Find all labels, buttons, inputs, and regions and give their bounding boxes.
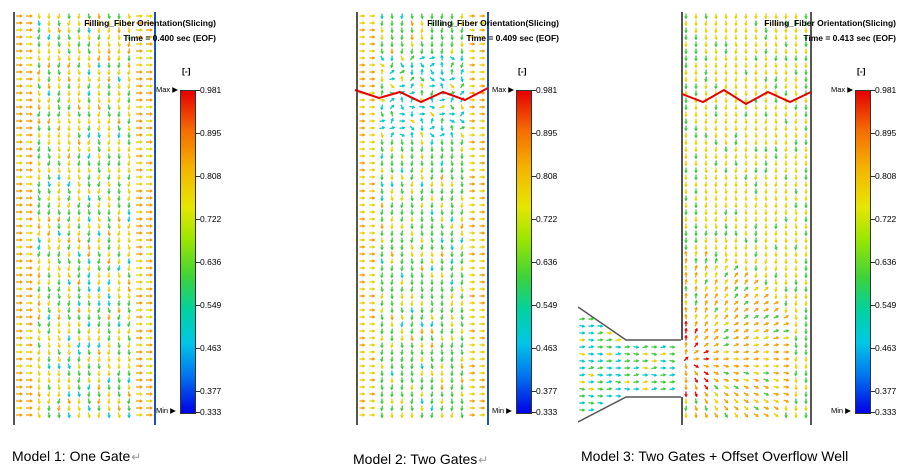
legend-tick-label: 0.333 — [536, 407, 558, 417]
legend-tick-mark — [195, 262, 200, 263]
legend-tick-label: 0.808 — [875, 171, 897, 181]
legend-tick-mark — [531, 412, 536, 413]
legend-tick-label: 0.895 — [875, 128, 897, 138]
legend-tick-mark — [195, 305, 200, 306]
fiber-orientation-field-3 — [578, 12, 904, 425]
caption-model-2: Model 2: Two Gates↵ — [353, 451, 488, 467]
legend-tick-mark — [531, 133, 536, 134]
legend-unit: [-] — [518, 66, 527, 76]
legend-min-label: Min ▶ — [492, 406, 512, 415]
legend-unit: [-] — [857, 66, 866, 76]
legend-color-bar — [180, 90, 196, 414]
legend-tick-mark — [195, 391, 200, 392]
legend-tick-mark — [195, 219, 200, 220]
legend-tick-label: 0.895 — [200, 128, 222, 138]
legend-tick-mark — [531, 305, 536, 306]
legend-tick-mark — [870, 219, 875, 220]
legend-tick-mark — [870, 305, 875, 306]
legend-tick-mark — [531, 391, 536, 392]
result-panel-model-2: Filling_Fiber Orientation(Slicing) Time … — [353, 12, 567, 425]
legend-tick-label: 0.463 — [200, 343, 222, 353]
result-title-1: Filling_Fiber Orientation(Slicing) — [84, 18, 216, 28]
legend-tick-label: 0.377 — [536, 386, 558, 396]
legend-tick-mark — [531, 262, 536, 263]
result-time-3: Time = 0.413 sec (EOF) — [803, 33, 896, 43]
mold-wall — [487, 12, 489, 425]
legend-tick-mark — [531, 219, 536, 220]
result-time-1: Time = 0.400 sec (EOF) — [123, 33, 216, 43]
caption-model-1: Model 1: One Gate↵ — [12, 448, 141, 464]
legend-max-label: Max ▶ — [831, 85, 854, 94]
legend-tick-label: 0.808 — [536, 171, 558, 181]
caption-text-3: Model 3: Two Gates + Offset Overflow Wel… — [581, 448, 849, 464]
legend-tick-label: 0.981 — [200, 85, 222, 95]
result-panel-model-3: Filling_Fiber Orientation(Slicing) Time … — [578, 12, 904, 425]
legend-color-bar — [516, 90, 532, 414]
legend-tick-mark — [195, 412, 200, 413]
legend-tick-mark — [195, 348, 200, 349]
result-title-3: Filling_Fiber Orientation(Slicing) — [764, 18, 896, 28]
mold-wall — [681, 12, 683, 340]
legend-tick-label: 0.636 — [200, 257, 222, 267]
legend-tick-mark — [531, 348, 536, 349]
legend-tick-label: 0.808 — [200, 171, 222, 181]
legend-tick-label: 0.333 — [875, 407, 897, 417]
legend-tick-label: 0.549 — [200, 300, 222, 310]
legend-tick-mark — [195, 90, 200, 91]
legend-tick-label: 0.895 — [536, 128, 558, 138]
legend-tick-label: 0.333 — [200, 407, 222, 417]
result-panel-model-1: Filling_Fiber Orientation(Slicing) Time … — [10, 12, 224, 425]
fiber-orientation-field-2 — [354, 12, 489, 425]
caption-text-2: Model 2: Two Gates — [353, 451, 478, 467]
legend-tick-label: 0.722 — [875, 214, 897, 224]
mold-wall — [154, 12, 156, 425]
legend-tick-label: 0.549 — [875, 300, 897, 310]
legend-tick-label: 0.463 — [875, 343, 897, 353]
caption-model-3: Model 3: Two Gates + Offset Overflow Wel… — [581, 448, 848, 464]
legend-tick-label: 0.377 — [200, 386, 222, 396]
legend-tick-mark — [195, 176, 200, 177]
legend-tick-label: 0.722 — [536, 214, 558, 224]
legend-max-label: Max ▶ — [492, 85, 515, 94]
runner-wall — [578, 396, 681, 423]
legend-tick-mark — [870, 412, 875, 413]
legend-min-label: Min ▶ — [156, 406, 176, 415]
legend-tick-mark — [195, 133, 200, 134]
return-glyph-icon: ↵ — [131, 450, 142, 464]
legend-tick-label: 0.981 — [536, 85, 558, 95]
legend-tick-mark — [870, 262, 875, 263]
return-glyph-icon: ↵ — [478, 453, 489, 467]
weld-line — [681, 88, 812, 106]
legend-tick-label: 0.981 — [875, 85, 897, 95]
legend-tick-label: 0.636 — [875, 257, 897, 267]
result-time-2: Time = 0.409 sec (EOF) — [466, 33, 559, 43]
mold-wall — [13, 12, 15, 425]
legend-tick-label: 0.463 — [536, 343, 558, 353]
legend-tick-label: 0.549 — [536, 300, 558, 310]
mold-wall — [356, 12, 358, 425]
legend-unit: [-] — [182, 66, 191, 76]
legend-tick-mark — [870, 176, 875, 177]
legend-color-bar — [855, 90, 871, 414]
legend-tick-mark — [531, 176, 536, 177]
legend-tick-mark — [870, 133, 875, 134]
runner-wall — [578, 306, 681, 341]
caption-text-1: Model 1: One Gate — [12, 448, 131, 464]
fiber-orientation-field-1 — [13, 12, 156, 425]
legend-max-label: Max ▶ — [156, 85, 179, 94]
legend-tick-label: 0.722 — [200, 214, 222, 224]
legend-tick-mark — [870, 348, 875, 349]
legend-tick-mark — [870, 391, 875, 392]
legend-tick-mark — [870, 90, 875, 91]
legend-tick-label: 0.636 — [536, 257, 558, 267]
mold-wall — [810, 12, 812, 425]
legend-min-label: Min ▶ — [831, 406, 851, 415]
weld-line — [354, 87, 489, 104]
legend-tick-label: 0.377 — [875, 386, 897, 396]
legend-tick-mark — [531, 90, 536, 91]
result-title-2: Filling_Fiber Orientation(Slicing) — [427, 18, 559, 28]
mold-wall — [681, 397, 683, 425]
